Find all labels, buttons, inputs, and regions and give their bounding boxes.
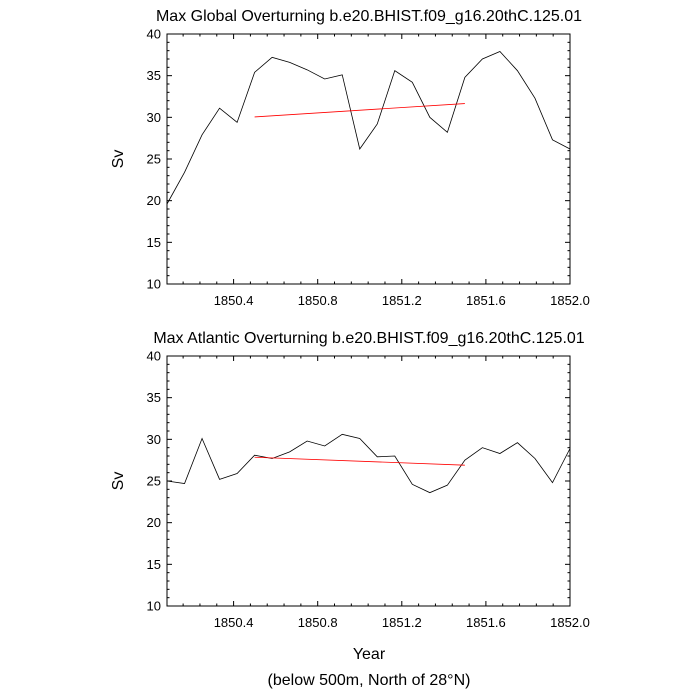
atlantic-y-tick-label: 15 [147,557,161,572]
atlantic-y-tick-label: 25 [147,474,161,489]
global-y-axis-label: Sv [110,150,127,169]
global-x-tick-label: 1851.2 [382,293,422,308]
atlantic-trend-line [254,456,465,466]
global-y-tick-label: 20 [147,193,161,208]
global-x-tick-label: 1852.0 [550,293,590,308]
global-trend-line [254,103,465,118]
atlantic-y-axis-label: Sv [110,472,127,491]
atlantic-y-tick-label: 35 [147,390,161,405]
atlantic-y-tick-label: 20 [147,515,161,530]
atlantic-x-tick-label: 1850.4 [214,615,254,630]
global-y-tick-label: 25 [147,152,161,167]
global-chart-title: Max Global Overturning b.e20.BHIST.f09_g… [156,8,582,25]
footnote: (below 500m, North of 28°N) [268,672,471,689]
atlantic-y-tick-label: 40 [147,349,161,364]
global-overturning-line [166,51,571,205]
global-axis-ticks: 10 15 20 25 30 35 40 1850.4 1850.8 1851.2 1851.6 18… [147,27,590,309]
atlantic-x-tick-label: 1851.6 [466,615,506,630]
global-x-tick-label: 1850.4 [214,293,254,308]
atlantic-overturning-line [166,433,571,494]
global-y-tick-label: 15 [147,235,161,250]
global-x-tick-label: 1850.8 [298,293,338,308]
global-x-tick-label: 1851.6 [466,293,506,308]
atlantic-chart-title: Max Atlantic Overturning b.e20.BHIST.f09… [153,330,584,347]
atlantic-x-tick-label: 1852.0 [550,615,590,630]
global-overturning-panel: Max Global Overturning b.e20.BHIST.f09_g… [110,8,590,308]
global-y-tick-label: 40 [147,27,161,42]
atlantic-y-tick-label: 10 [147,599,161,614]
atlantic-axis-ticks: 10 15 20 25 30 35 40 1850.4 1850.8 1851.2 1851.6 18… [147,349,590,631]
global-series-marks [166,51,571,205]
atlantic-y-tick-label: 30 [147,432,161,447]
atlantic-series-marks [166,433,571,494]
atlantic-overturning-panel: Max Atlantic Overturning b.e20.BHIST.f09… [110,330,590,663]
atlantic-plot-frame [166,355,571,607]
global-y-tick-label: 35 [147,68,161,83]
global-plot-frame [166,33,571,285]
atlantic-x-tick-label: 1850.8 [298,615,338,630]
global-y-tick-label: 30 [147,110,161,125]
global-y-tick-label: 10 [147,277,161,292]
atlantic-x-tick-label: 1851.2 [382,615,422,630]
atlantic-x-axis-label: Year [353,646,386,663]
